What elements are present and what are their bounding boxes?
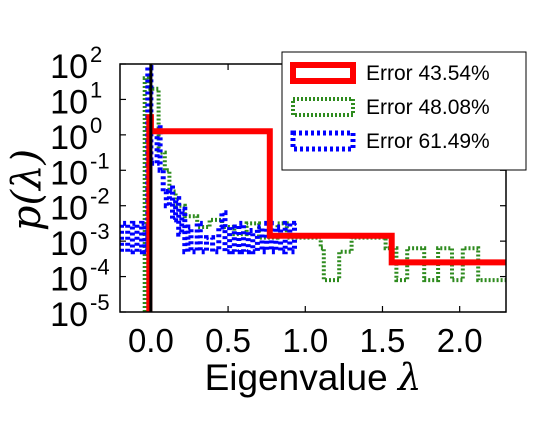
legend-box bbox=[281, 51, 527, 171]
x-tick-label: 0.5 bbox=[205, 322, 251, 359]
x-tick-label: 2.0 bbox=[437, 322, 483, 359]
y-tick-label: 10 bbox=[50, 119, 88, 157]
legend-item-3: Error 61.49% bbox=[290, 130, 490, 153]
y-tick-label: 10 bbox=[50, 154, 88, 192]
series-line-2 bbox=[142, 76, 506, 312]
legend: Error 43.54% Error 48.08% Error 61.49% bbox=[281, 51, 527, 171]
x-tick-label: 1.0 bbox=[282, 322, 328, 359]
y-tick-label: 10 bbox=[50, 225, 88, 263]
x-axis-ticks: 0.0 0.5 1.0 1.5 2.0 bbox=[128, 64, 483, 359]
y-tick-exponent: 2 bbox=[90, 42, 102, 67]
y-axis-label: p(λ) bbox=[4, 149, 50, 231]
legend-label: Error 61.49% bbox=[366, 130, 490, 153]
y-tick-label: 10 bbox=[50, 296, 88, 334]
y-tick-label: 10 bbox=[50, 48, 88, 86]
y-axis-label-text: p(λ) bbox=[4, 149, 50, 231]
y-tick-label: 10 bbox=[50, 261, 88, 299]
y-tick-exponent: 0 bbox=[90, 113, 102, 138]
legend-label: Error 48.08% bbox=[366, 96, 490, 119]
y-tick-exponent: -2 bbox=[90, 184, 110, 209]
legend-swatch bbox=[290, 130, 356, 152]
legend-items: Error 43.54% Error 48.08% Error 61.49% bbox=[290, 62, 490, 153]
y-tick-exponent: -1 bbox=[90, 148, 110, 173]
legend-label: Error 43.54% bbox=[366, 62, 490, 85]
legend-swatch bbox=[291, 97, 355, 117]
x-axis-label-symbol: λ bbox=[396, 356, 421, 399]
x-tick-label: 1.5 bbox=[360, 322, 406, 359]
y-tick-label: 10 bbox=[50, 83, 88, 121]
y-tick-exponent: -5 bbox=[90, 290, 110, 315]
legend-swatch bbox=[290, 62, 356, 84]
y-tick-exponent: -4 bbox=[90, 255, 110, 280]
legend-item-1: Error 43.54% bbox=[290, 62, 490, 85]
x-axis-label-text: Eigenvalue bbox=[205, 357, 388, 398]
y-tick-exponent: 1 bbox=[90, 77, 102, 102]
y-tick-exponent: -3 bbox=[90, 219, 110, 244]
x-axis-label: Eigenvalue λ bbox=[205, 356, 422, 399]
legend-item-2: Error 48.08% bbox=[291, 96, 490, 119]
x-tick-label: 0.0 bbox=[128, 322, 174, 359]
y-tick-label: 10 bbox=[50, 190, 88, 228]
